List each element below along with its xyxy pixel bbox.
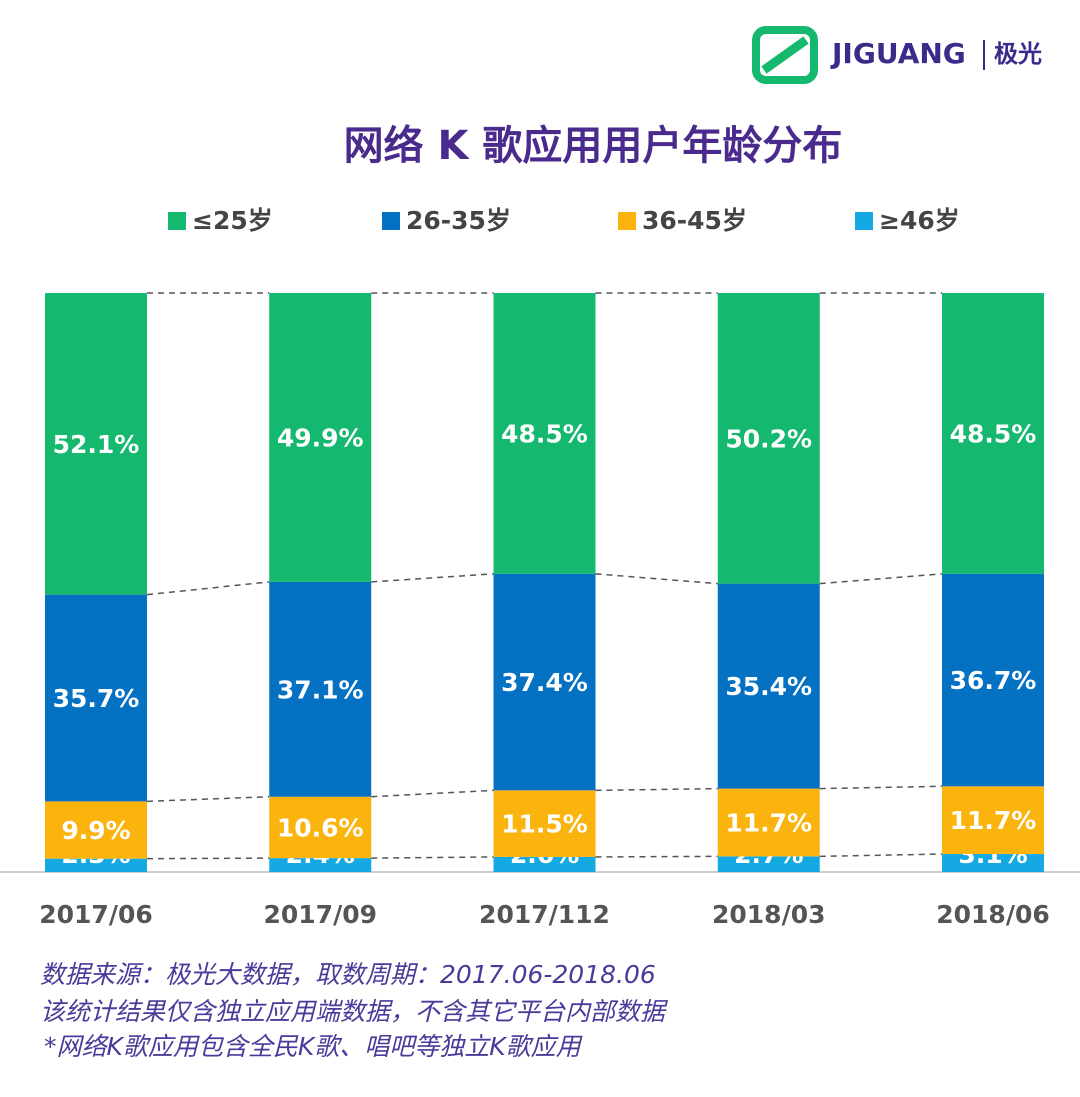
bar-segment xyxy=(717,788,820,857)
logo-text: JIGUANG xyxy=(830,37,966,70)
chart-title: 网络 K 歌应用用户年龄分布 xyxy=(344,123,843,169)
legend-label: ≥46岁 xyxy=(879,206,960,235)
footnote: 该统计结果仅含独立应用端数据，不含其它平台内部数据 xyxy=(40,997,669,1026)
bar-segment xyxy=(493,790,596,857)
bar-segment xyxy=(269,581,372,797)
legend-swatch xyxy=(168,212,186,230)
connector-line xyxy=(371,789,494,798)
bar-segment xyxy=(45,594,147,802)
value-label: 37.4% xyxy=(501,668,588,697)
x-tick-label: 2017/06 xyxy=(39,900,153,929)
connector-line xyxy=(146,581,270,596)
legend-label: ≤25岁 xyxy=(192,206,273,235)
x-tick-label: 2018/06 xyxy=(936,900,1050,929)
value-label: 10.6% xyxy=(277,813,364,842)
value-label: 11.7% xyxy=(725,808,812,837)
bar-segment xyxy=(493,856,596,872)
x-tick-label: 2017/09 xyxy=(263,900,377,929)
connector-line xyxy=(595,787,718,792)
connector-line xyxy=(146,795,270,803)
bar-segment xyxy=(717,293,820,584)
bar-segment xyxy=(45,858,147,872)
value-label: 9.9% xyxy=(61,816,130,845)
bar-segment xyxy=(45,293,147,595)
value-label: 35.4% xyxy=(725,672,812,701)
logo-icon-stroke xyxy=(761,36,809,74)
legend-label: 26-35岁 xyxy=(406,206,511,235)
bar-segment xyxy=(269,858,372,872)
value-label: 11.5% xyxy=(501,810,588,839)
connector-line xyxy=(819,853,943,858)
value-label: 48.5% xyxy=(501,419,588,448)
logo-icon xyxy=(752,26,818,84)
connector-line xyxy=(595,855,718,858)
value-label: 37.1% xyxy=(277,675,364,704)
connector-line xyxy=(819,785,943,790)
value-label: 49.9% xyxy=(277,423,364,452)
value-label: 50.2% xyxy=(725,424,812,453)
logo-text-cn: 极光 xyxy=(994,40,1042,68)
bar-segment xyxy=(717,856,820,872)
bar-segment xyxy=(269,293,372,582)
footnotes: 数据来源：极光大数据，取数周期：2017.06-2018.06 该统计结果仅含独… xyxy=(40,960,669,1061)
bar-segment xyxy=(942,573,1044,787)
footnote: 数据来源：极光大数据，取数周期：2017.06-2018.06 xyxy=(40,960,656,989)
bar-segment xyxy=(942,786,1044,855)
bar-segment xyxy=(493,293,596,574)
value-label: 36.7% xyxy=(950,666,1037,695)
legend-label: 36-45岁 xyxy=(642,206,747,235)
connector-line xyxy=(371,856,494,859)
value-label: 35.7% xyxy=(53,684,140,713)
value-label: 48.5% xyxy=(950,419,1037,448)
connector-line xyxy=(595,573,718,585)
footnote: *网络K歌应用包含全民K歌、唱吧等独立K歌应用 xyxy=(44,1032,583,1061)
bar-segment xyxy=(269,796,372,859)
bar-segment xyxy=(717,583,820,789)
logo: JIGUANG 极光 xyxy=(752,26,1042,84)
x-tick-label: 2018/03 xyxy=(712,900,826,929)
bar-segment xyxy=(942,854,1044,872)
legend-swatch xyxy=(618,212,636,230)
connector-line xyxy=(146,857,270,860)
bar-segment xyxy=(493,573,596,791)
bar-segment xyxy=(942,293,1044,574)
bar-segment xyxy=(45,801,147,859)
x-tick-label: 2017/112 xyxy=(479,900,610,929)
legend-swatch xyxy=(382,212,400,230)
connector-line xyxy=(819,573,943,585)
value-label: 11.7% xyxy=(950,806,1037,835)
connector-line xyxy=(371,573,494,583)
legend-swatch xyxy=(855,212,873,230)
value-label: 52.1% xyxy=(53,430,140,459)
